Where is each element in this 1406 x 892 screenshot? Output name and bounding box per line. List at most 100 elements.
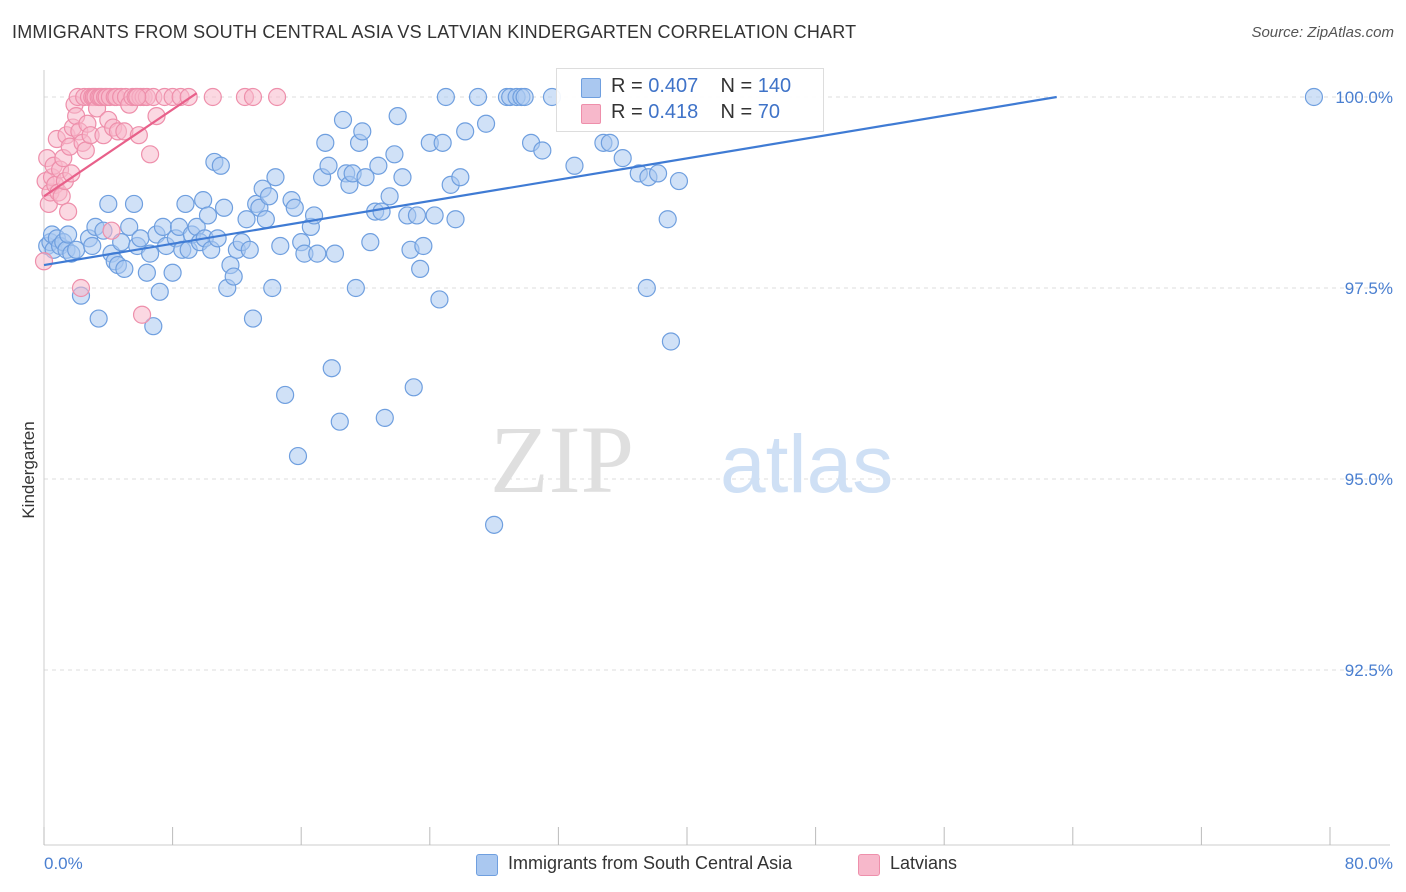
series-pink-points: [34, 87, 287, 324]
data-point-blue: [322, 359, 341, 378]
data-point-pink: [203, 87, 222, 107]
bottom-legend-label-pink: Latvians: [890, 853, 958, 873]
y-tick-label: 92.5%: [1345, 661, 1393, 680]
bottom-legend: Immigrants from South Central Asia Latvi…: [0, 852, 1406, 878]
data-point-blue: [361, 233, 380, 252]
legend-n-label: N =: [720, 101, 753, 123]
chart-title: IMMIGRANTS FROM SOUTH CENTRAL ASIA VS LA…: [12, 22, 857, 42]
data-point-blue: [237, 210, 256, 229]
legend-r-value-blue: 0.407: [648, 75, 699, 97]
data-point-blue: [425, 206, 444, 225]
data-point-pink: [34, 252, 54, 271]
data-point-blue: [140, 244, 160, 263]
data-point-blue: [198, 206, 218, 225]
data-point-blue: [380, 187, 399, 206]
data-point-blue: [385, 145, 404, 164]
stats-legend: R = 0.407 N = 140 R = 0.418 N = 70: [556, 68, 824, 132]
legend-n-value-pink: 70: [757, 101, 781, 123]
data-point-blue: [330, 412, 349, 431]
trend-line-pink: [43, 92, 198, 198]
data-point-blue: [658, 210, 677, 229]
data-point-pink: [129, 126, 148, 145]
y-tick-label: 95.0%: [1345, 470, 1393, 489]
data-point-blue: [214, 198, 234, 217]
data-point-blue: [485, 515, 504, 534]
data-point-blue: [83, 236, 102, 256]
trend-lines: [43, 92, 1057, 267]
data-point-pink: [128, 87, 147, 107]
data-point-blue: [375, 408, 394, 427]
data-point-blue: [316, 133, 335, 152]
x-tick-label: 80.0%: [1345, 854, 1393, 873]
data-point-blue: [163, 263, 182, 282]
data-point-blue: [243, 309, 263, 328]
data-point-blue: [404, 378, 423, 397]
data-point-blue: [407, 206, 427, 225]
data-point-blue: [325, 244, 345, 263]
legend-n-value-blue: 140: [757, 75, 792, 97]
data-point-blue: [533, 141, 552, 160]
data-point-blue: [276, 385, 295, 405]
data-point-blue: [266, 168, 285, 187]
axis-layer: [43, 70, 1390, 846]
data-point-blue: [271, 236, 290, 256]
data-point-pink: [71, 278, 91, 298]
data-point-blue: [661, 332, 681, 351]
data-point-blue: [369, 156, 388, 175]
data-point-pink: [140, 145, 160, 164]
data-point-blue: [411, 259, 430, 278]
legend-r-label: R =: [611, 75, 643, 97]
data-point-blue: [600, 133, 619, 152]
series-blue-points: [38, 87, 1324, 534]
data-point-blue: [476, 114, 496, 133]
data-point-blue: [388, 106, 407, 126]
data-point-blue: [669, 171, 689, 191]
bottom-legend-swatch-blue: [476, 854, 498, 876]
data-point-blue: [451, 168, 470, 187]
data-point-blue: [346, 278, 365, 298]
watermark-atlas: atlas: [720, 419, 893, 510]
y-tick-label: 100.0%: [1335, 88, 1393, 107]
trend-line-blue: [43, 95, 1057, 267]
data-point-blue: [144, 317, 163, 336]
data-point-blue: [565, 156, 584, 175]
watermark: ZIP atlas: [490, 406, 893, 513]
data-point-blue: [256, 210, 275, 229]
data-point-pink: [243, 87, 263, 107]
legend-text-pink: R = 0.418 N = 70: [611, 101, 780, 124]
data-point-blue: [59, 225, 78, 244]
data-point-blue: [263, 278, 282, 298]
data-point-blue: [124, 194, 144, 214]
data-point-blue: [613, 149, 632, 168]
data-point-blue: [356, 168, 375, 187]
data-point-blue: [430, 290, 449, 309]
data-point-blue: [131, 229, 150, 248]
data-point-pink: [76, 141, 95, 160]
data-point-blue: [137, 263, 156, 282]
grid-layer: [44, 96, 1390, 671]
data-point-blue: [1304, 87, 1324, 107]
data-point-blue: [353, 122, 372, 141]
bottom-legend-label-blue: Immigrants from South Central Asia: [508, 853, 793, 873]
data-point-blue: [637, 278, 656, 298]
data-point-blue: [648, 164, 668, 183]
data-point-blue: [393, 168, 412, 187]
legend-text-blue: R = 0.407 N = 140: [611, 75, 791, 98]
y-tick-label: 97.5%: [1345, 279, 1393, 298]
data-point-blue: [285, 198, 304, 217]
data-point-blue: [414, 236, 433, 256]
data-point-pink: [59, 202, 78, 221]
data-point-blue: [456, 122, 475, 141]
tick-labels: 100.0% 97.5% 95.0% 92.5% 0.0% 80.0%: [44, 88, 1393, 873]
data-point-blue: [194, 191, 213, 210]
data-point-blue: [176, 194, 195, 214]
data-point-blue: [319, 156, 338, 175]
watermark-zip: ZIP: [490, 406, 634, 513]
data-point-blue: [259, 187, 279, 206]
legend-r-value-pink: 0.418: [648, 101, 699, 123]
data-point-pink: [147, 106, 166, 126]
legend-swatch-pink: [581, 104, 601, 124]
data-point-blue: [308, 244, 327, 263]
data-point-blue: [115, 259, 134, 278]
